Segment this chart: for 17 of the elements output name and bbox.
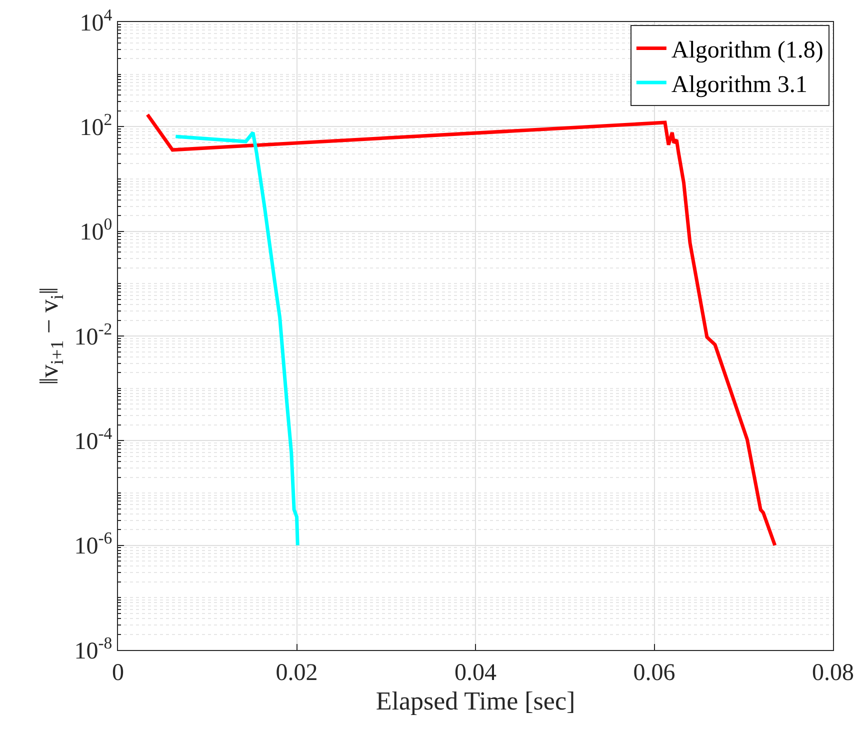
legend-label: Algorithm (1.8) <box>671 38 824 64</box>
y-tick-label: 10$^{0}$ <box>80 214 112 246</box>
x-tick-label: 0.08 <box>812 660 854 686</box>
x-tick-label: 0.02 <box>276 660 318 686</box>
x-tick-label: 0.04 <box>454 660 496 686</box>
y-tick-label: 10$^{-6}$ <box>74 528 112 560</box>
y-tick-label: 10$^{-4}$ <box>74 424 113 456</box>
y-tick-label: 10$^{4}$ <box>80 5 113 36</box>
line-series <box>146 112 777 548</box>
y-tick-label: 10$^{-8}$ <box>74 633 112 664</box>
x-tick-label: 0 <box>112 660 124 686</box>
y-tick-label: 10$^{-2}$ <box>74 319 112 350</box>
legend-label: Algorithm 3.1 <box>671 72 808 98</box>
x-tick-label: 0.06 <box>633 660 676 686</box>
x-axis-title: Elapsed Time [sec] <box>376 686 576 716</box>
line-series <box>174 130 300 548</box>
y-tick-label: 10$^{2}$ <box>80 110 112 142</box>
